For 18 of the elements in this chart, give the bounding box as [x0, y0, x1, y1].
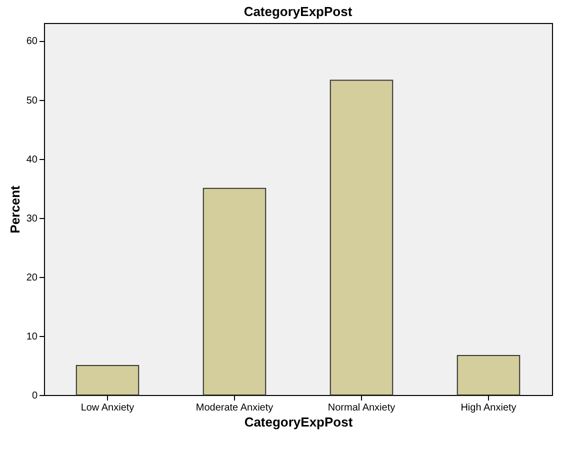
- chart-title: CategoryExpPost: [244, 4, 353, 19]
- y-tick-label: 0: [32, 390, 38, 402]
- x-tick-label: Normal Anxiety: [328, 402, 396, 414]
- x-axis-title: CategoryExpPost: [244, 414, 354, 430]
- y-tick-label: 20: [26, 272, 38, 284]
- y-tick-label: 10: [26, 331, 38, 342]
- bar: [330, 80, 394, 396]
- bar: [202, 188, 266, 396]
- y-tick-label: 30: [26, 213, 38, 224]
- x-tick-label: Low Anxiety: [80, 402, 134, 414]
- x-tick-label: Moderate Anxiety: [196, 402, 274, 414]
- y-tick-label: 50: [26, 95, 38, 106]
- bar: [456, 354, 520, 396]
- x-tick-label: High Anxiety: [460, 402, 516, 414]
- bar: [76, 364, 140, 396]
- y-axis-title: Percent: [7, 184, 22, 234]
- y-tick-label: 60: [26, 36, 38, 48]
- y-tick-label: 40: [26, 154, 38, 166]
